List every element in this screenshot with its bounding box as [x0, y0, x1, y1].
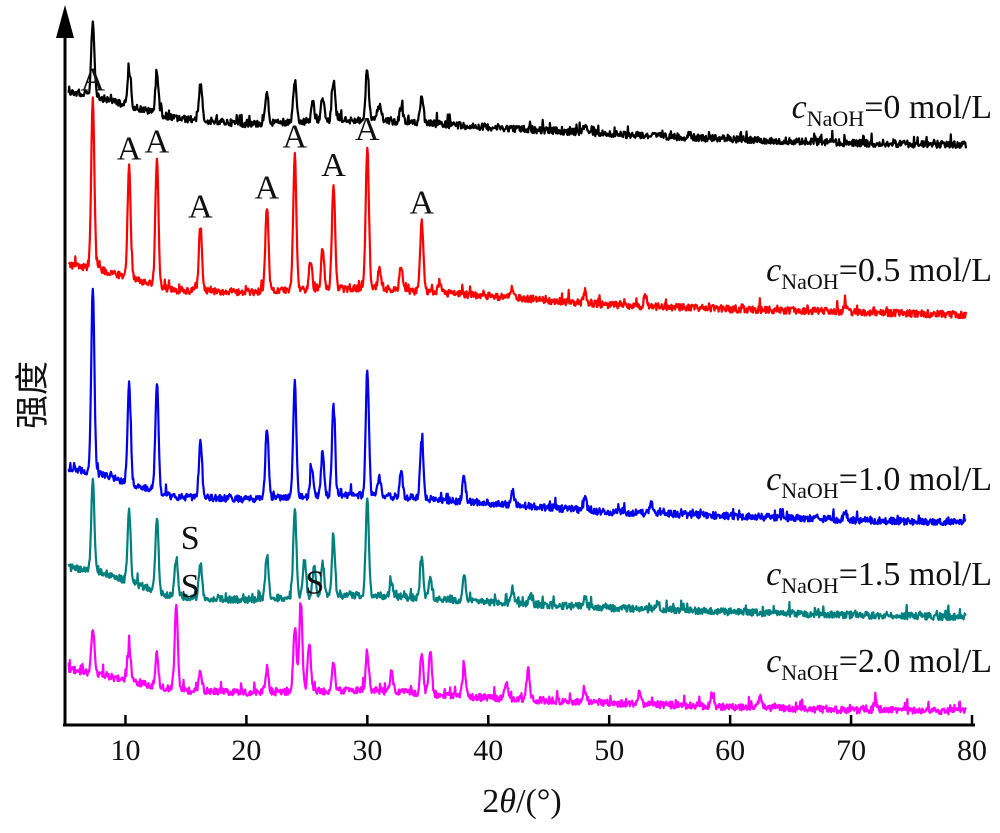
x-axis-label-suffix: /(°): [516, 783, 562, 820]
x-tick-label-20: 20: [231, 734, 261, 767]
peak-label-A-1: A: [117, 131, 142, 168]
peak-label-A-5: A: [282, 118, 307, 155]
peak-label-A-8: A: [409, 185, 434, 222]
series-line-4: [67, 602, 967, 716]
x-tick-label-30: 30: [352, 734, 382, 767]
series-label-4: cNaOH=2.0 mol/L: [766, 643, 992, 685]
series-label-0: cNaOH=0 mol/L: [792, 89, 992, 131]
series-line-3: [67, 477, 967, 622]
series-line-0: [67, 20, 968, 149]
peak-label-A-4: A: [255, 169, 280, 206]
peak-label-S-10: S: [181, 568, 200, 605]
x-axis-label: 2θ/(°): [482, 783, 561, 820]
series-line-2: [67, 287, 967, 527]
y-axis-arrow: [56, 5, 74, 38]
peak-label-S-9: S: [181, 520, 200, 557]
peak-label-A-3: A: [188, 189, 213, 226]
series-labels: cNaOH=0 mol/L cNaOH=0.5 mol/L cNaOH=1.0 mo…: [766, 89, 992, 685]
x-tick-label-80: 80: [957, 734, 987, 767]
x-ticks: 10 20 30 40 50 60 70 80: [110, 715, 987, 767]
peak-label-S-11: S: [305, 565, 324, 602]
axes: [56, 5, 975, 727]
series-label-1: cNaOH=0.5 mol/L: [766, 252, 992, 294]
y-axis-label: 强度: [14, 361, 52, 429]
peak-label-A-2: A: [145, 123, 170, 160]
series-line-1: [67, 96, 968, 320]
series-label-3: cNaOH=1.5 mol/L: [766, 556, 992, 598]
x-tick-label-60: 60: [715, 734, 745, 767]
x-tick-label-50: 50: [594, 734, 624, 767]
x-tick-label-40: 40: [473, 734, 503, 767]
x-tick-label-70: 70: [836, 734, 866, 767]
x-axis-label-prefix: 2: [482, 783, 499, 820]
series-label-2: cNaOH=1.0 mol/L: [766, 461, 992, 503]
series-layer: [67, 20, 968, 716]
x-tick-label-10: 10: [110, 734, 140, 767]
peak-label-A-0: A: [81, 62, 106, 99]
peak-label-A-6: A: [321, 147, 346, 184]
peak-label-A-7: A: [355, 111, 380, 148]
x-axis-label-theta: θ: [499, 783, 516, 820]
